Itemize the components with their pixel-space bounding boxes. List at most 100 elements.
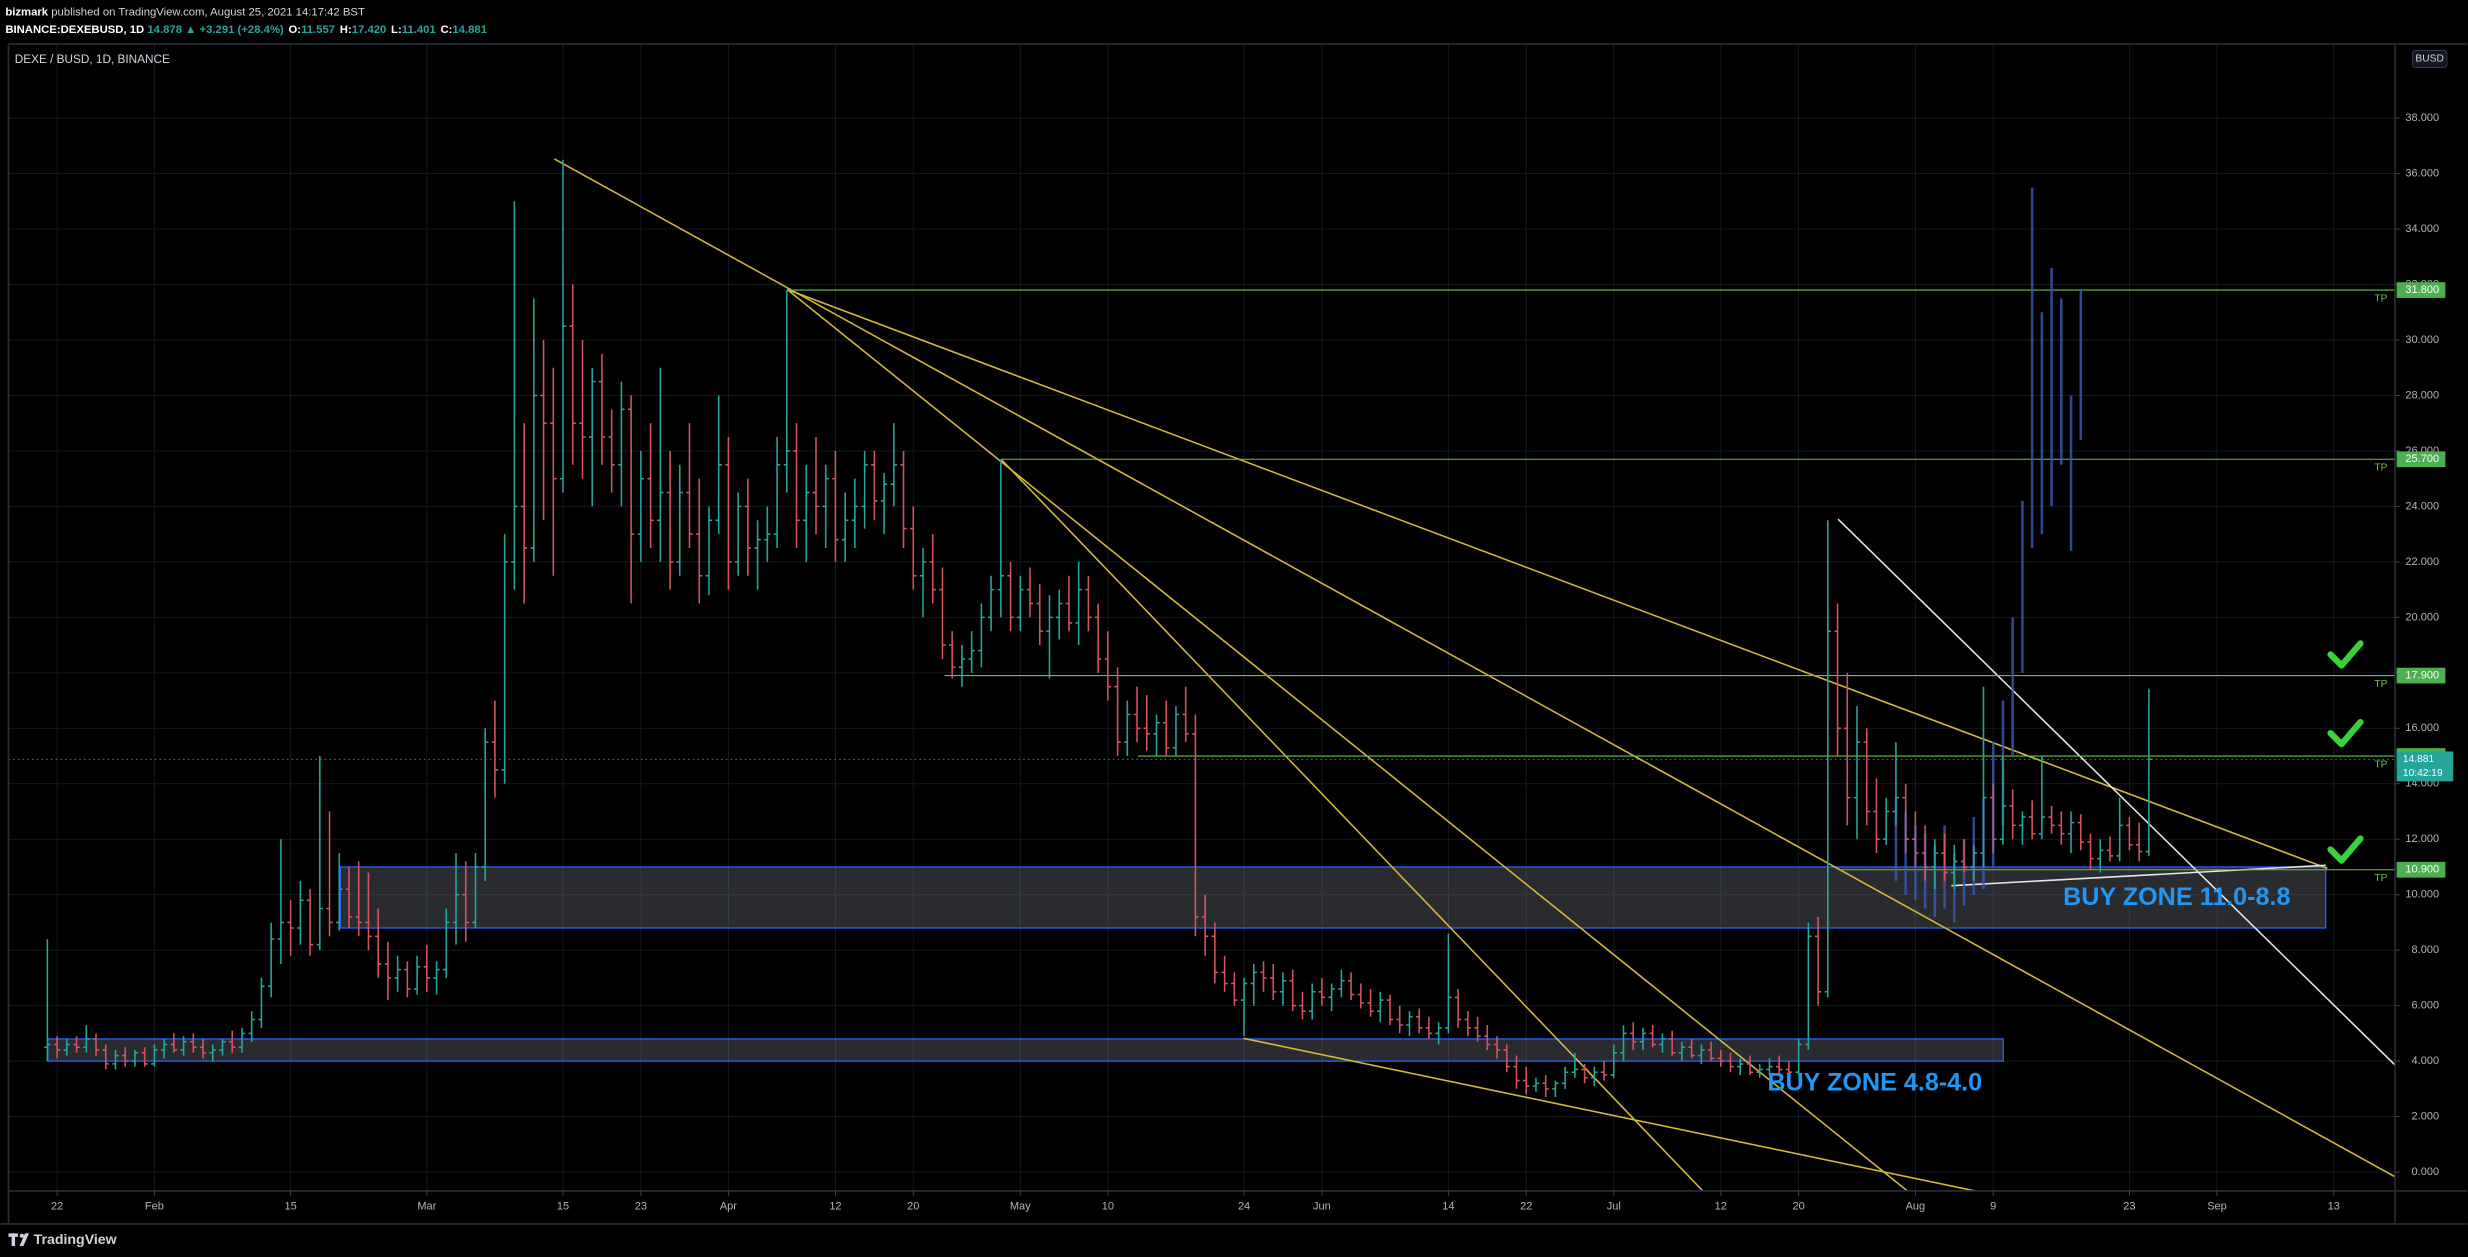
currency-badge <box>2411 49 2448 69</box>
y-tick-label: 38.000 <box>2405 112 2439 124</box>
x-tick-label: 13 <box>2328 1201 2340 1213</box>
tp-tag: TP <box>2374 873 2387 884</box>
legend-value: 11.401 <box>402 24 436 36</box>
trend-line <box>1837 518 2396 1066</box>
trend-line <box>786 288 1908 1191</box>
currency: BUSD <box>2415 54 2443 65</box>
tp-tag: TP <box>2374 759 2387 770</box>
buy-zone-label: BUY ZONE 4.8-4.0 <box>1767 1069 1982 1097</box>
trend-line <box>1951 864 2326 887</box>
trend-line <box>1243 1037 1976 1191</box>
change: ▲ +3.291 (+28.4%) <box>185 24 284 36</box>
zones <box>47 866 2327 1062</box>
levels <box>8 289 2396 871</box>
x-tick-label: 12 <box>829 1201 841 1213</box>
symbol: BINANCE:DEXEBUSD, 1D <box>5 24 144 36</box>
legend-value: 14.881 <box>452 24 487 36</box>
y-tick-label: 22.000 <box>2405 556 2439 568</box>
y-tick-label: 16.000 <box>2405 722 2439 734</box>
last-price-label: 14.881 <box>2403 754 2435 765</box>
legend-label: H: <box>340 24 352 36</box>
x-tick-label: 15 <box>284 1201 296 1213</box>
legend-value: 17.420 <box>352 24 387 36</box>
x-tick-label: 20 <box>1793 1201 1805 1213</box>
chart-title: DEXE / BUSD, 1D, BINANCE <box>15 53 170 66</box>
published: published on TradingView.com, August 25,… <box>51 7 365 19</box>
tp-price-label: 31.800 <box>2405 284 2439 296</box>
legend-label: L: <box>391 24 402 36</box>
x-tick-label: Feb <box>145 1201 164 1213</box>
trend-line <box>786 288 2328 870</box>
y-tick-label: 24.000 <box>2405 500 2439 512</box>
tp-tag: TP <box>2374 293 2387 304</box>
grid <box>8 44 2396 1191</box>
y-tick-label: 6.000 <box>2412 1000 2440 1012</box>
x-tick-label: 22 <box>51 1201 63 1213</box>
y-tick-label: 0.000 <box>2412 1166 2440 1178</box>
y-tick-label: 20.000 <box>2405 611 2439 623</box>
trend-line <box>1000 458 1704 1191</box>
buy-zone <box>339 866 2327 929</box>
x-tick-label: 22 <box>1520 1201 1532 1213</box>
publish-line: bizmark published on TradingView.com, Au… <box>5 7 365 19</box>
tp-price-box <box>2396 667 2446 684</box>
x-tick-label: Jun <box>1313 1201 1331 1213</box>
y-tick-label: 2.000 <box>2412 1110 2440 1122</box>
x-tick-label: 12 <box>1715 1201 1727 1213</box>
x-tick-label: Aug <box>1906 1201 1926 1213</box>
x-tick-label: Apr <box>720 1201 737 1213</box>
brand: TradingView <box>34 1231 118 1247</box>
check-mark <box>2327 640 2364 669</box>
x-tick-label: Jul <box>1607 1201 1621 1213</box>
y-tick-label: 28.000 <box>2405 389 2439 401</box>
publisher: bizmark <box>5 7 48 19</box>
trend-line <box>553 158 2396 1178</box>
y-tick-label: 8.000 <box>2412 944 2440 956</box>
y-tick-label: 10.000 <box>2405 889 2439 901</box>
x-tick-label: Sep <box>2207 1201 2227 1213</box>
x-tick-label: 10 <box>1102 1201 1114 1213</box>
brand-logo <box>8 1233 29 1246</box>
x-tick-label: 23 <box>2123 1201 2135 1213</box>
tp-tag: TP <box>2374 679 2387 690</box>
check-mark <box>2327 718 2364 748</box>
symbol-line: BINANCE:DEXEBUSD, 1D 14.878 ▲ +3.291 (+2… <box>5 24 487 36</box>
ohlc-legend: O:11.557 H:17.420 L:11.401 C:14.881 <box>289 24 487 36</box>
tp-tag: TP <box>2374 463 2387 474</box>
price-bars <box>44 159 2153 1098</box>
axes: 0.000 2.000 4.000 6.000 8.000 10.000 12.000 14.… <box>51 112 2439 1213</box>
y-tick-label: 30.000 <box>2405 334 2439 346</box>
tp-price-box <box>2396 451 2446 468</box>
tp-price-label: 17.900 <box>2405 670 2439 682</box>
x-tick-label: 23 <box>635 1201 647 1213</box>
y-tick-label: 34.000 <box>2405 223 2439 235</box>
check-mark <box>2327 835 2364 864</box>
y-tick-label: 4.000 <box>2412 1055 2440 1067</box>
x-tick-label: 24 <box>1238 1201 1250 1213</box>
last: 14.878 <box>147 24 182 36</box>
x-tick-label: May <box>1010 1201 1031 1213</box>
x-tick-label: 15 <box>557 1201 569 1213</box>
check-marks <box>2327 640 2364 864</box>
x-tick-label: Mar <box>417 1201 436 1213</box>
tp-price-box <box>2396 861 2446 878</box>
trend-lines <box>553 158 2396 1191</box>
legend-label: C: <box>440 24 452 36</box>
legend-value: 11.557 <box>301 24 335 36</box>
x-tick-label: 14 <box>1442 1201 1454 1213</box>
x-tick-label: 9 <box>1990 1201 1996 1213</box>
buy-zone-label: BUY ZONE 11.0-8.8 <box>2063 883 2290 911</box>
tp-price-box <box>2396 282 2446 298</box>
tp-price-label: 10.900 <box>2405 864 2439 876</box>
x-tick-label: 20 <box>907 1201 919 1213</box>
labels: BUY ZONE 11.0-8.8 BUY ZONE 4.8-4.0 TP 31.80… <box>1767 282 2454 1097</box>
y-tick-label: 36.000 <box>2405 167 2439 179</box>
y-tick-label: 12.000 <box>2405 833 2439 845</box>
countdown: 10:42:19 <box>2403 768 2443 779</box>
legend-label: O: <box>289 24 302 36</box>
tp-price-label: 25.700 <box>2405 453 2439 465</box>
last-price-box <box>2396 751 2454 782</box>
